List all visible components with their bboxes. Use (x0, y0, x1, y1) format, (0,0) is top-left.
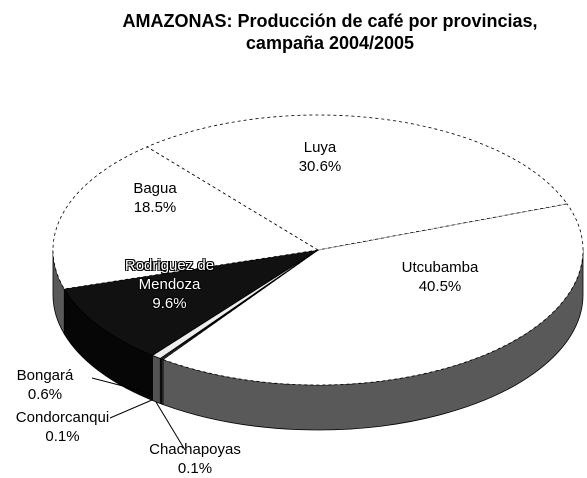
value-label: 0.1% (177, 460, 213, 477)
slice (63, 249, 319, 356)
value-label: 0.6% (27, 386, 63, 403)
category-label: Rodriguez de Mendoza (124, 257, 215, 293)
slice-label: Rodriguez de Mendoza 9.6% (112, 256, 227, 313)
slice-label: Condorcanqui 0.1% (0, 408, 125, 446)
category-label: Chachapoyas (149, 441, 241, 458)
chart-title: AMAZONAS: Producción de café por provinc… (122, 11, 538, 53)
slice (146, 114, 568, 251)
slice-label: Utcubamba 40.5% (380, 258, 500, 296)
leader-line (155, 401, 186, 451)
slice-label: Luya 30.6% (260, 138, 380, 176)
value-label: 30.6% (298, 158, 342, 175)
value-label: 40.5% (418, 278, 462, 295)
slice (162, 203, 584, 386)
slice-side (151, 354, 161, 405)
pie (52, 114, 584, 431)
leader-line (109, 399, 153, 419)
category-label: Utcubamba (401, 259, 479, 276)
value-label: 9.6% (152, 295, 187, 312)
slice-label: Bongará 0.6% (5, 366, 85, 404)
category-label: Luya (303, 139, 337, 156)
category-label: Bagua (133, 180, 177, 197)
slice-label: Bagua 18.5% (100, 179, 210, 217)
value-label: 18.5% (133, 199, 177, 216)
leader-line (91, 377, 151, 394)
category-label: Bongará (16, 367, 74, 384)
slice (52, 146, 320, 290)
category-label: Condorcanqui (15, 409, 110, 426)
value-label: 0.1% (45, 428, 80, 445)
slice-label: Chachapoyas 0.1% (140, 440, 250, 478)
